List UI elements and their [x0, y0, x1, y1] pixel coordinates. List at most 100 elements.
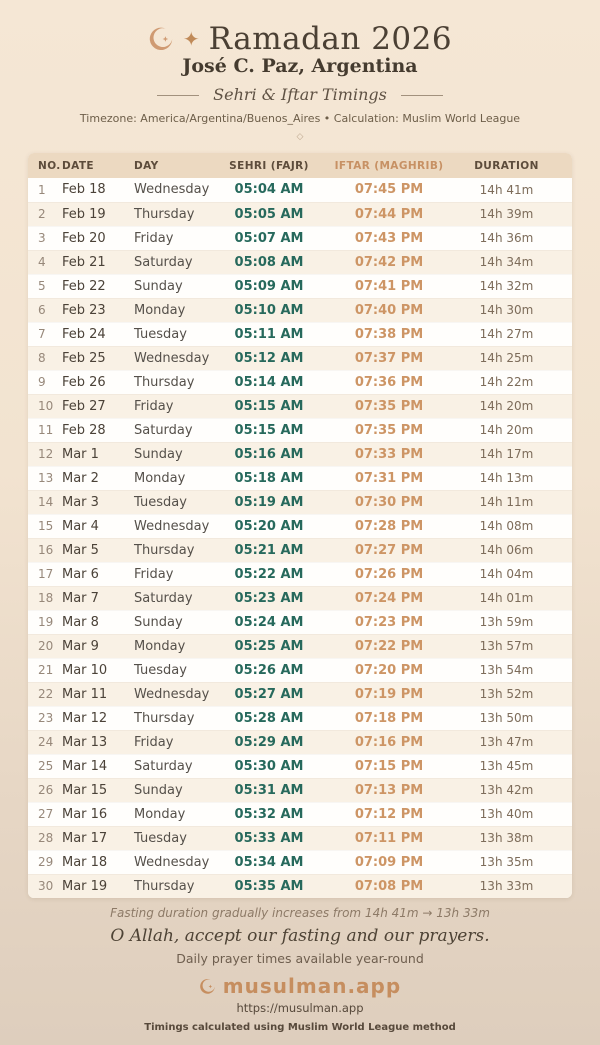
- row-number: 28: [28, 825, 62, 850]
- row-sehri-time: 05:15 AM: [214, 393, 324, 418]
- table-body: 1 Feb 18 Wednesday 05:04 AM 07:45 PM 14h…: [28, 178, 572, 898]
- row-date: Feb 24: [62, 321, 134, 346]
- row-duration: 14h 20m: [454, 393, 572, 418]
- row-sehri-time: 05:16 AM: [214, 441, 324, 466]
- row-date: Mar 19: [62, 873, 134, 898]
- row-iftar-time: 07:33 PM: [324, 441, 454, 466]
- row-duration: 14h 34m: [454, 249, 572, 274]
- row-sehri-time: 05:08 AM: [214, 249, 324, 274]
- table-row: 15 Mar 4 Wednesday 05:20 AM 07:28 PM 14h…: [28, 513, 572, 538]
- table-row: 20 Mar 9 Monday 05:25 AM 07:22 PM 13h 57…: [28, 633, 572, 658]
- row-duration: 14h 08m: [454, 513, 572, 538]
- timezone-calculation-meta: Timezone: America/Argentina/Buenos_Aires…: [79, 112, 521, 125]
- calculation-method-note: Timings calculated using Muslim World Le…: [144, 1022, 456, 1033]
- row-sehri-time: 05:23 AM: [214, 585, 324, 610]
- row-iftar-time: 07:23 PM: [324, 609, 454, 634]
- row-number: 13: [28, 465, 62, 490]
- row-number: 24: [28, 729, 62, 754]
- row-number: 19: [28, 609, 62, 634]
- row-date: Mar 4: [62, 513, 134, 538]
- row-sehri-time: 05:19 AM: [214, 489, 324, 514]
- row-iftar-time: 07:40 PM: [324, 297, 454, 322]
- row-date: Feb 27: [62, 393, 134, 418]
- table-row: 4 Feb 21 Saturday 05:08 AM 07:42 PM 14h …: [28, 249, 572, 274]
- row-number: 25: [28, 753, 62, 778]
- row-duration: 13h 33m: [454, 873, 572, 898]
- row-day: Sunday: [134, 777, 214, 802]
- table-row: 8 Feb 25 Wednesday 05:12 AM 07:37 PM 14h…: [28, 345, 572, 370]
- row-number: 12: [28, 441, 62, 466]
- row-date: Mar 3: [62, 489, 134, 514]
- row-duration: 14h 39m: [454, 201, 572, 226]
- row-duration: 14h 01m: [454, 585, 572, 610]
- row-number: 22: [28, 681, 62, 706]
- brand-url[interactable]: https://musulman.app: [236, 1001, 364, 1015]
- diamond-divider-icon: ◇: [296, 132, 304, 142]
- row-duration: 13h 47m: [454, 729, 572, 754]
- col-header-no: NO.: [28, 153, 62, 178]
- row-day: Tuesday: [134, 321, 214, 346]
- row-sehri-time: 05:30 AM: [214, 753, 324, 778]
- row-day: Wednesday: [134, 681, 214, 706]
- row-number: 6: [28, 297, 62, 322]
- row-date: Feb 22: [62, 273, 134, 298]
- row-number: 21: [28, 657, 62, 682]
- table-row: 12 Mar 1 Sunday 05:16 AM 07:33 PM 14h 17…: [28, 441, 572, 466]
- tagline: Daily prayer times available year-round: [176, 951, 424, 966]
- row-date: Feb 21: [62, 249, 134, 274]
- row-sehri-time: 05:20 AM: [214, 513, 324, 538]
- row-number: 8: [28, 345, 62, 370]
- row-duration: 13h 42m: [454, 777, 572, 802]
- row-sehri-time: 05:24 AM: [214, 609, 324, 634]
- row-number: 30: [28, 873, 62, 898]
- crescent-moon-icon: [149, 27, 173, 51]
- table-row: 24 Mar 13 Friday 05:29 AM 07:16 PM 13h 4…: [28, 729, 572, 754]
- row-iftar-time: 07:22 PM: [324, 633, 454, 658]
- page-header: ✦ Ramadan 2026 José C. Paz, Argentina Se…: [0, 0, 600, 142]
- timings-table: NO. DATE DAY SEHRI (FAJR) IFTAR (MAGHRIB…: [28, 153, 572, 898]
- row-day: Tuesday: [134, 825, 214, 850]
- col-header-duration: DURATION: [454, 153, 572, 178]
- row-number: 7: [28, 321, 62, 346]
- row-iftar-time: 07:45 PM: [354, 182, 424, 198]
- row-number: 9: [28, 369, 62, 394]
- brand-name[interactable]: musulman.app: [222, 974, 402, 998]
- row-sehri-time: 05:29 AM: [214, 729, 324, 754]
- title-line: ✦ Ramadan 2026: [0, 22, 600, 56]
- row-sehri-time: 05:12 AM: [214, 345, 324, 370]
- brand-line: musulman.app: [0, 974, 600, 998]
- table-row: 7 Feb 24 Tuesday 05:11 AM 07:38 PM 14h 2…: [28, 321, 572, 346]
- row-number: 3: [28, 225, 62, 250]
- row-iftar-time: 07:12 PM: [324, 801, 454, 826]
- row-iftar-time: 07:35 PM: [324, 417, 454, 442]
- row-day: Thursday: [134, 537, 214, 562]
- row-date: Mar 8: [62, 609, 134, 634]
- row-day: Tuesday: [134, 657, 214, 682]
- timings-table-card: NO. DATE DAY SEHRI (FAJR) IFTAR (MAGHRIB…: [28, 153, 572, 898]
- table-row: 14 Mar 3 Tuesday 05:19 AM 07:30 PM 14h 1…: [28, 489, 572, 514]
- col-header-sehri: SEHRI (FAJR): [214, 153, 324, 178]
- row-duration: 14h 32m: [454, 273, 572, 298]
- row-iftar-time: 07:11 PM: [324, 825, 454, 850]
- row-sehri-time: 05:11 AM: [214, 321, 324, 346]
- row-iftar-time: 07:43 PM: [324, 225, 454, 250]
- row-duration: 13h 57m: [454, 633, 572, 658]
- row-date: Mar 9: [62, 633, 134, 658]
- row-duration: 14h 20m: [454, 417, 572, 442]
- row-duration: 14h 13m: [454, 465, 572, 490]
- row-date: Mar 15: [62, 777, 134, 802]
- row-number: 5: [28, 273, 62, 298]
- row-day: Saturday: [134, 417, 214, 442]
- row-date: Feb 18: [62, 182, 106, 198]
- row-day: Monday: [134, 633, 214, 658]
- table-row: 27 Mar 16 Monday 05:32 AM 07:12 PM 13h 4…: [28, 801, 572, 826]
- table-row: 19 Mar 8 Sunday 05:24 AM 07:23 PM 13h 59…: [28, 609, 572, 634]
- row-sehri-time: 05:04 AM: [234, 182, 304, 198]
- table-row: 13 Mar 2 Monday 05:18 AM 07:31 PM 14h 13…: [28, 465, 572, 490]
- row-sehri-time: 05:05 AM: [214, 201, 324, 226]
- row-day: Sunday: [134, 609, 214, 634]
- row-number: 20: [28, 633, 62, 658]
- row-date: Mar 12: [62, 705, 134, 730]
- table-row: 16 Mar 5 Thursday 05:21 AM 07:27 PM 14h …: [28, 537, 572, 562]
- row-day: Monday: [134, 297, 214, 322]
